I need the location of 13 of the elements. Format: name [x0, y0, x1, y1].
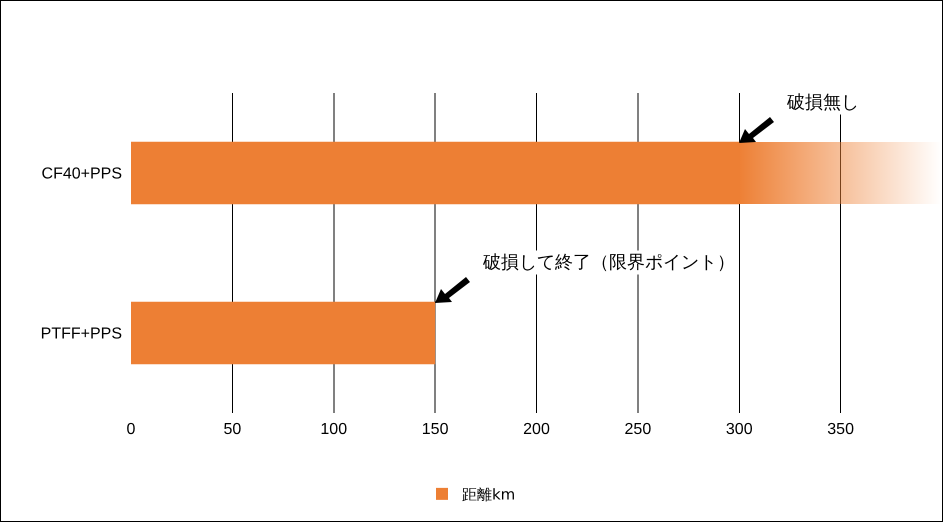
annotation: 破損して終了（限界ポイント）: [482, 252, 735, 273]
x-tick-label: 250: [624, 421, 652, 438]
x-tick-label: 200: [523, 421, 550, 438]
x-tick-label: 350: [827, 421, 854, 438]
y-tick-label: CF40+PPS: [42, 166, 122, 183]
x-tick-label: 0: [126, 421, 136, 438]
y-tick-label: PTFF+PPS: [40, 326, 122, 343]
annotation: 破損無し: [786, 92, 859, 113]
x-tick-label: 100: [320, 421, 348, 438]
x-tick-label: 50: [223, 421, 242, 438]
x-tick-label: 150: [422, 421, 449, 438]
legend-label: 距離km: [462, 486, 516, 504]
x-tick-label: 300: [726, 421, 753, 438]
